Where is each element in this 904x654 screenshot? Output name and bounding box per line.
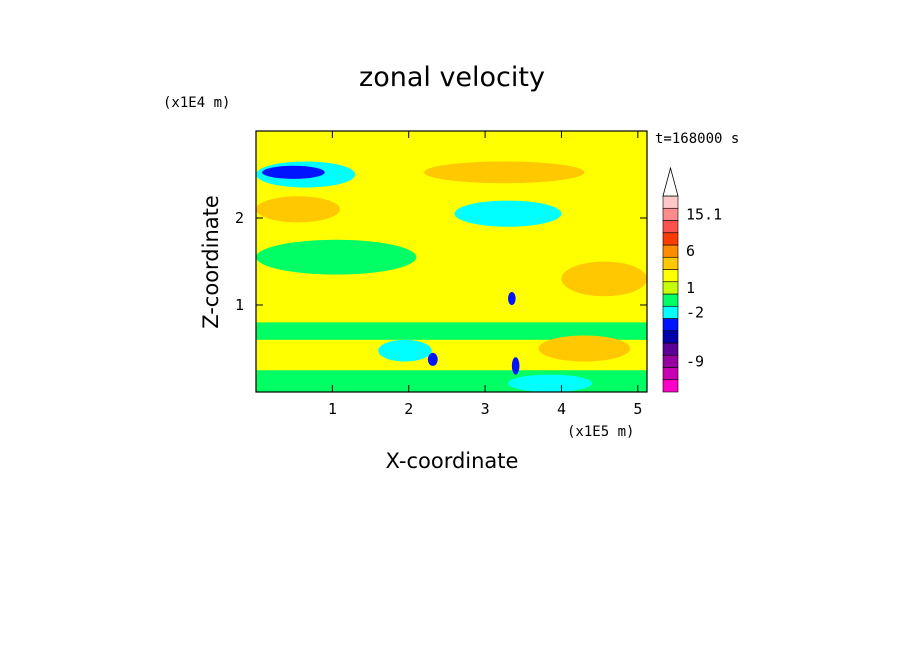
field-upper-orange-band [424,161,585,184]
colorbar-extend-arrow [662,166,679,197]
colorbar-swatch [662,256,679,270]
colorbar-swatch [662,195,679,209]
colorbar-swatch [662,342,679,356]
plot-frame [255,130,648,393]
field-mid-cyan-patch [454,200,562,227]
y-axis-ticks: 12 [235,209,647,314]
field-jet-core-2 [508,291,516,305]
colorbar-swatch [662,293,679,307]
field-right-orange-patch [538,335,631,362]
field-bottom-cyan-patch [508,374,593,392]
field-mid-right-orange [561,261,647,297]
colorbar: -9 -2 1 6 15.1 [662,166,722,393]
y-unit-label: (x1E4 m) [163,95,230,111]
field-jet-core-3 [511,357,520,375]
colorbar-swatch [662,244,679,258]
colorbar-swatch [662,207,679,221]
field-green-band-1 [256,239,417,275]
colorbar-swatch [662,281,679,295]
chart-title: zonal velocity [359,62,545,93]
plot-area [255,130,648,393]
field-left-orange-patch [256,196,341,223]
colorbar-swatch [662,220,679,234]
x-tick-label: 4 [557,400,566,418]
y-tick-label: 1 [235,296,244,314]
x-tick-label: 1 [328,400,337,418]
field-low-cyan-patch [378,339,432,362]
colorbar-swatch [662,318,679,332]
field-upper-blue-core [262,165,325,179]
x-axis-ticks: 1 2 3 4 5 [328,131,642,418]
x-tick-label: 2 [404,400,413,418]
time-label: t=168000 s [655,131,739,147]
colorbar-swatch [662,354,679,368]
x-unit-label: (x1E5 m) [567,424,634,440]
field-jet-core-1 [427,352,438,366]
field-green-band-2 [256,322,647,340]
colorbar-label: 6 [686,242,695,260]
colorbar-label: -2 [686,303,704,321]
colorbar-swatch [662,367,679,381]
y-tick-label: 2 [235,209,244,227]
colorbar-swatch [662,330,679,344]
colorbar-label: 1 [686,279,695,297]
colorbar-label: -9 [686,352,704,370]
x-tick-label: 3 [481,400,490,418]
x-axis-label: X-coordinate [386,449,519,473]
x-tick-label: 5 [633,400,642,418]
colorbar-swatch [662,305,679,319]
y-axis-label: Z-coordinate [199,195,223,329]
colorbar-swatch [662,269,679,283]
colorbar-swatch [662,232,679,246]
colorbar-swatch [662,379,679,393]
colorbar-label: 15.1 [686,205,722,223]
